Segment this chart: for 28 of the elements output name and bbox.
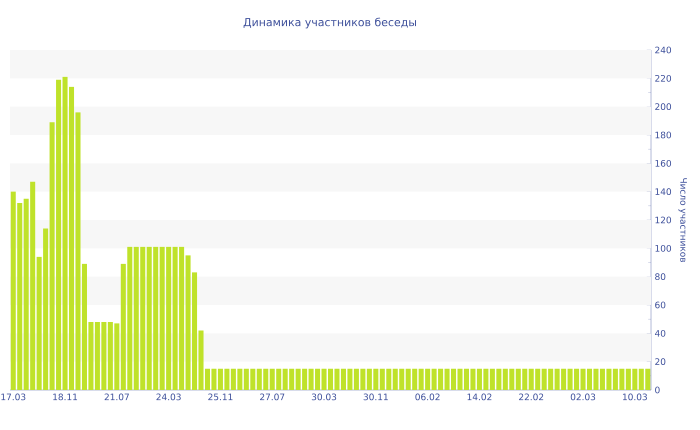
y-tick-label: 180 <box>656 132 672 138</box>
y-tick-label: 240 <box>655 46 672 54</box>
y-tick-label: 200 <box>655 103 672 110</box>
x-tick-label: 10.03 <box>622 394 647 400</box>
y-tick-label: 20 <box>655 358 666 366</box>
x-tick-label: 21.07 <box>104 394 129 400</box>
y-axis-title: Число участников <box>678 178 687 262</box>
x-tick-label: 18.11 <box>53 394 78 400</box>
x-tick-label: 25.11 <box>208 394 232 400</box>
y-tick-label: 0 <box>655 386 660 394</box>
x-tick-label: 14.02 <box>468 394 492 400</box>
x-tick-label: 22.02 <box>519 394 544 400</box>
x-tick-label: 30.03 <box>312 394 336 400</box>
y-tick-label: 140 <box>656 188 672 196</box>
x-tick-label: 17.03 <box>1 394 26 400</box>
y-tick-label: 60 <box>655 302 666 308</box>
x-tick-label: 06.02 <box>415 394 440 400</box>
chart-title: Динамика участников беседы <box>244 18 416 28</box>
x-tick-label: 02.03 <box>570 394 596 400</box>
y-tick-label: 160 <box>656 160 672 167</box>
x-tick-label: 30.11 <box>364 394 388 400</box>
y-tick-label: 100 <box>656 244 672 252</box>
y-tick-label: 80 <box>655 273 666 280</box>
y-tick-label: 220 <box>655 74 672 82</box>
x-tick-label: 24.03 <box>156 394 181 400</box>
y-tick-label: 120 <box>656 216 672 224</box>
y-tick-label: 40 <box>654 330 666 337</box>
x-tick-label: 27.07 <box>260 394 284 400</box>
